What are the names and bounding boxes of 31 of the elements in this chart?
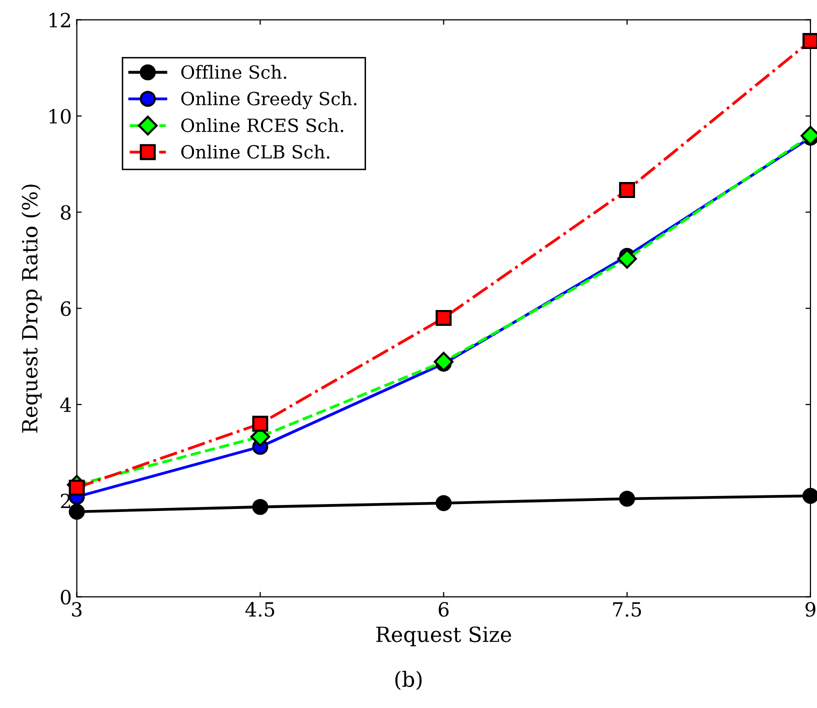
point [436,495,452,512]
y-tick-label: 4 [60,397,71,412]
legend-label: Online CLB Sch. [181,144,330,159]
y-tick-label: 10 [50,108,71,124]
point [802,488,817,504]
point [802,32,817,49]
point [436,310,452,326]
y-tick-label: 12 [50,12,70,28]
x-tick-label: 7.5 [613,602,642,617]
legend-label: Online RCES Sch. [181,118,344,132]
x-tick-label: 4.5 [245,602,274,617]
x-tick-label: 9 [806,602,816,617]
y-tick-label: 0 [60,590,71,605]
x-axis-title: Request Size [376,626,512,646]
text: (b) [395,670,422,690]
point [434,352,454,372]
x-tick-label: 6 [438,602,449,617]
point [619,182,636,198]
point [68,504,85,520]
y-tick-label: 6 [60,301,71,316]
point [68,480,85,496]
y-axis-title: Request Drop Ratio (%) [21,184,42,433]
x-tick-label: 3 [72,602,82,617]
y-tick-label: 8 [60,205,71,220]
point [619,490,636,507]
legend-label: Online Greedy Sch. [181,91,356,110]
point [252,498,268,515]
y-tick-label: 2 [60,494,70,508]
point [617,248,637,269]
point [252,416,268,432]
legend-label: Offline Sch. [181,64,286,79]
